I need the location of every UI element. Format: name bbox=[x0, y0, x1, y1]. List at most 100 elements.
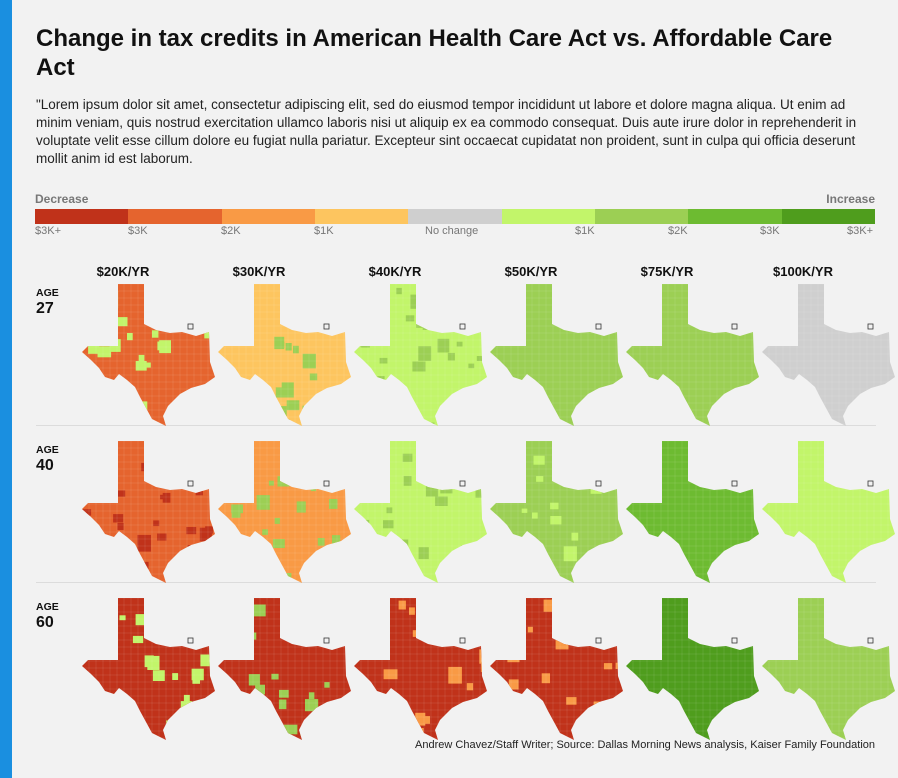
county-patch bbox=[403, 476, 412, 486]
texas-map-age-27-col-1 bbox=[82, 284, 215, 426]
legend-swatch bbox=[221, 209, 315, 224]
dallas-marker bbox=[459, 480, 466, 487]
age-word: AGE bbox=[36, 444, 59, 456]
county-patch bbox=[297, 618, 303, 623]
legend-tick: $1K bbox=[575, 225, 595, 237]
county-patch bbox=[521, 508, 528, 513]
county-patch bbox=[183, 694, 190, 702]
county-patch bbox=[119, 615, 126, 621]
county-patch bbox=[115, 317, 128, 327]
county-patch bbox=[286, 400, 300, 411]
county-patch bbox=[256, 495, 270, 510]
county-patch bbox=[109, 339, 121, 352]
county-patch bbox=[195, 489, 203, 496]
county-patch bbox=[377, 376, 385, 385]
county-patch bbox=[159, 340, 171, 354]
county-patch bbox=[88, 341, 100, 354]
county-patch bbox=[563, 546, 577, 562]
county-patch bbox=[162, 492, 171, 503]
legend-tick: No change bbox=[425, 225, 479, 237]
county-patch bbox=[543, 599, 554, 612]
county-patch bbox=[252, 732, 262, 740]
county-patch bbox=[283, 724, 298, 735]
age-value: 27 bbox=[36, 300, 54, 317]
county-patch bbox=[137, 726, 144, 733]
county-patch bbox=[268, 480, 274, 486]
county-patch bbox=[570, 631, 583, 645]
dallas-marker bbox=[595, 480, 602, 487]
county-patch bbox=[532, 512, 538, 519]
county-patch bbox=[302, 353, 316, 369]
county-patch bbox=[308, 692, 315, 700]
county-patch bbox=[104, 291, 119, 309]
county-patch bbox=[221, 305, 233, 319]
county-patch bbox=[448, 666, 462, 684]
county-patch bbox=[300, 729, 307, 736]
texas-map-shape bbox=[82, 441, 215, 583]
county-patch bbox=[456, 341, 463, 347]
county-patch bbox=[112, 407, 122, 416]
county-patch bbox=[138, 401, 148, 411]
county-patch bbox=[507, 651, 520, 663]
dallas-marker bbox=[731, 323, 738, 330]
county-patch bbox=[554, 616, 568, 628]
legend-tick: $2K bbox=[668, 225, 688, 237]
county-patch bbox=[423, 422, 435, 426]
county-patch bbox=[152, 330, 159, 338]
texas-map-age-60-col-3 bbox=[354, 598, 487, 740]
county-patch bbox=[117, 490, 126, 497]
row-label-age-27: AGE 27 bbox=[36, 287, 59, 319]
county-patch bbox=[393, 411, 404, 421]
texas-map-age-60-col-6 bbox=[762, 598, 895, 740]
county-patch bbox=[438, 305, 450, 315]
legend-swatch bbox=[35, 209, 129, 224]
county-patch bbox=[138, 354, 145, 362]
county-patch bbox=[581, 563, 590, 573]
county-patch bbox=[435, 496, 448, 506]
county-patch bbox=[509, 464, 517, 472]
county-patch bbox=[293, 345, 299, 354]
dallas-marker bbox=[323, 480, 330, 487]
county-patch bbox=[271, 673, 279, 680]
county-patch bbox=[141, 462, 151, 472]
texas-map-shape bbox=[762, 598, 895, 740]
county-patch bbox=[615, 578, 623, 583]
county-patch bbox=[172, 673, 179, 680]
texas-map-age-27-col-6 bbox=[762, 284, 895, 426]
county-patch bbox=[190, 546, 201, 559]
county-patch bbox=[540, 563, 553, 577]
county-patch bbox=[386, 507, 393, 514]
county-patch bbox=[332, 535, 341, 545]
county-patch bbox=[161, 454, 168, 460]
county-patch bbox=[355, 645, 367, 654]
county-patch bbox=[416, 319, 425, 328]
county-patch bbox=[575, 441, 583, 449]
county-patch bbox=[415, 712, 426, 726]
county-patch bbox=[246, 647, 254, 654]
county-patch bbox=[219, 475, 226, 481]
county-patch bbox=[97, 346, 112, 358]
row-divider bbox=[36, 582, 876, 583]
county-patch bbox=[127, 333, 133, 341]
texas-map-age-60-col-5 bbox=[626, 598, 759, 740]
county-patch bbox=[425, 482, 439, 497]
row-label-age-60: AGE 60 bbox=[36, 601, 59, 633]
county-patch bbox=[615, 441, 622, 448]
legend-swatch bbox=[501, 209, 595, 224]
county-patch bbox=[248, 632, 257, 640]
county-patch bbox=[383, 669, 398, 680]
county-patch bbox=[329, 499, 338, 509]
county-patch bbox=[103, 422, 113, 426]
county-patch bbox=[595, 632, 609, 643]
county-patch bbox=[277, 476, 290, 487]
county-patch bbox=[88, 490, 97, 501]
county-patch bbox=[509, 681, 516, 687]
county-patch bbox=[279, 689, 289, 698]
county-patch bbox=[205, 526, 214, 534]
county-patch bbox=[253, 604, 266, 617]
column-header-75k: $75K/YR bbox=[640, 264, 694, 279]
county-patch bbox=[235, 634, 247, 643]
county-patch bbox=[153, 520, 160, 527]
source-credit: Andrew Chavez/Staff Writer; Source: Dall… bbox=[415, 739, 875, 751]
county-patch bbox=[410, 294, 425, 309]
